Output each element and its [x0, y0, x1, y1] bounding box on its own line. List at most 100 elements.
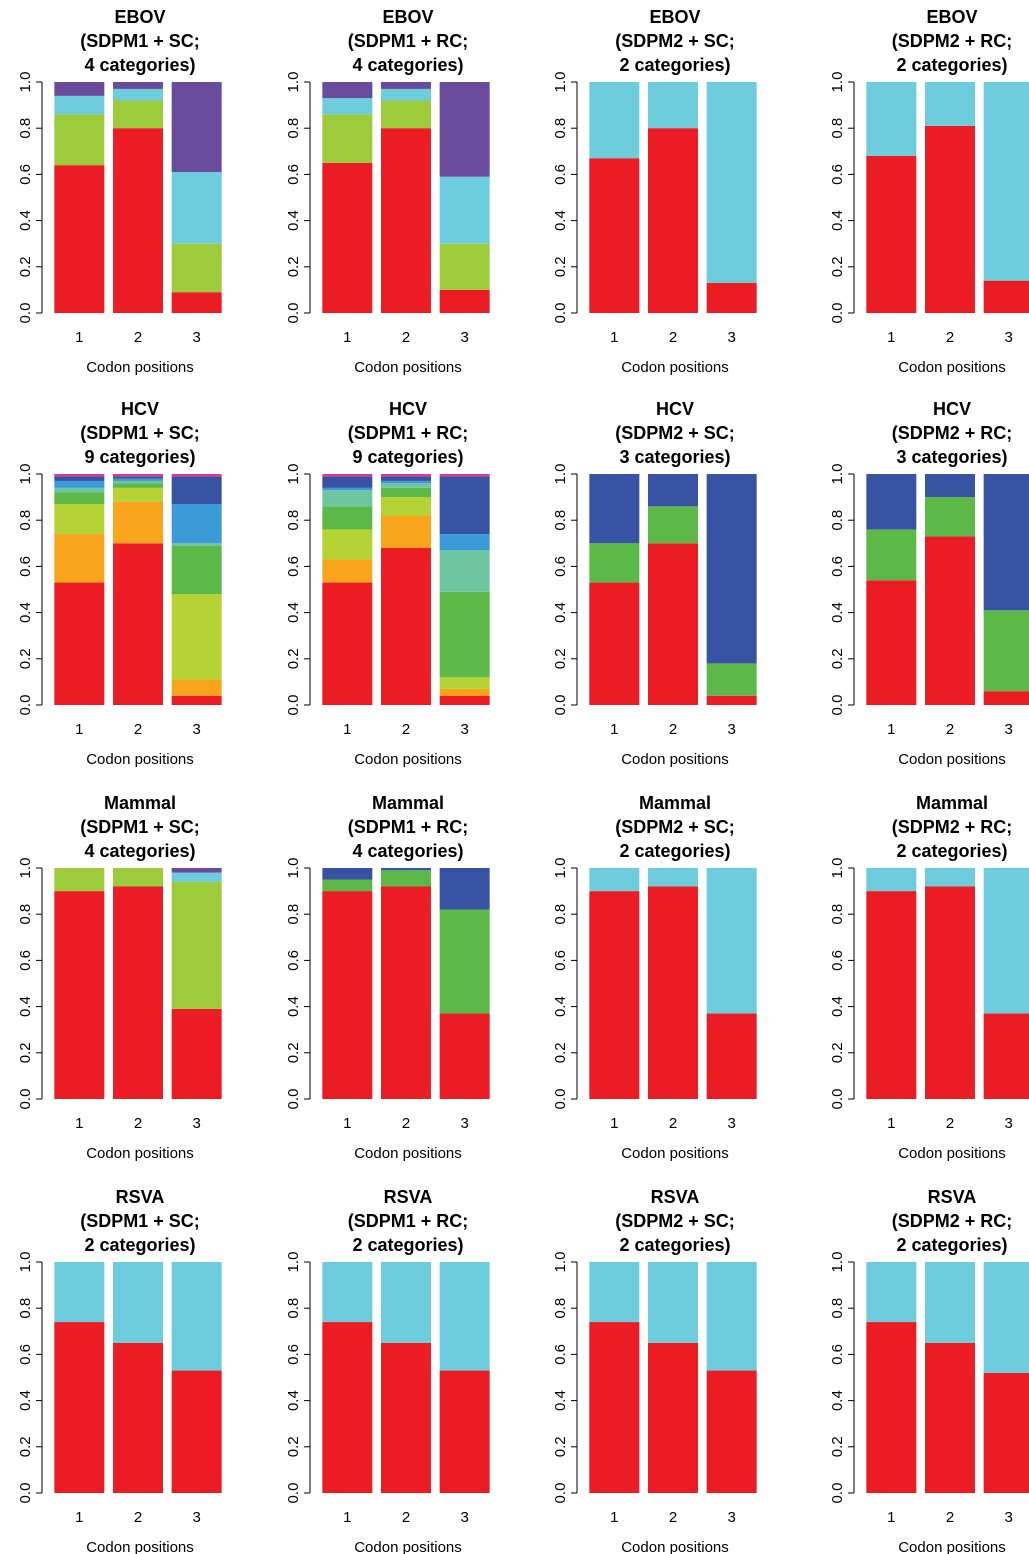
- y-tick-label: 0.2: [285, 256, 302, 277]
- x-tick-label: 3: [727, 1509, 735, 1526]
- bar-segment: [381, 1342, 431, 1493]
- bar-segment: [322, 82, 373, 99]
- bar-segment: [54, 165, 105, 313]
- bar-segment: [439, 474, 490, 477]
- y-tick-label: 0.6: [829, 164, 846, 185]
- bar-segment: [925, 497, 975, 537]
- x-tick-label: 2: [134, 721, 142, 738]
- y-tick-label: 0.2: [17, 256, 34, 277]
- chart-title: (SDPM2 + RC;: [892, 1211, 1013, 1231]
- x-tick-label: 1: [75, 329, 83, 346]
- chart-title: 4 categories): [84, 55, 195, 75]
- bar-segment: [322, 582, 373, 705]
- y-tick-label: 0.0: [17, 1483, 34, 1504]
- y-tick-label: 0.8: [285, 1298, 302, 1319]
- bar-segment: [54, 487, 105, 493]
- panel: RSVA (SDPM2 + RC; 2 categories) 0.0 0.2 0.4 0.…: [829, 1187, 1029, 1554]
- panel: RSVA (SDPM1 + RC; 2 categories) 0.0 0.2 0.4 0.…: [285, 1187, 490, 1554]
- bar-segment: [866, 580, 917, 705]
- bar-segment: [589, 868, 640, 892]
- y-tick-label: 0.8: [829, 510, 846, 531]
- y-tick-label: 0.2: [285, 1042, 302, 1063]
- bar-segment: [113, 886, 163, 1099]
- bar-segment: [706, 1013, 757, 1099]
- x-tick-label: 3: [727, 1115, 735, 1132]
- bar-segment: [113, 82, 163, 89]
- x-tick-label: 1: [610, 1509, 618, 1526]
- chart-title: 9 categories): [84, 447, 195, 467]
- y-tick-label: 0.8: [552, 1298, 569, 1319]
- y-tick-label: 0.2: [17, 1436, 34, 1457]
- bar-segment: [925, 82, 975, 126]
- x-tick-label: 2: [402, 1509, 410, 1526]
- x-tick-label: 2: [946, 1115, 954, 1132]
- x-tick-label: 3: [192, 1509, 200, 1526]
- y-tick-label: 0.8: [829, 1298, 846, 1319]
- chart-title: EBOV: [382, 7, 433, 27]
- y-tick-label: 0.8: [17, 904, 34, 925]
- bar-segment: [648, 128, 698, 313]
- bar-segment: [866, 1262, 917, 1323]
- bar-segment: [706, 868, 757, 1014]
- y-tick-label: 1.0: [552, 1252, 569, 1273]
- panel: HCV (SDPM2 + RC; 3 categories) 0.0 0.2 0.4 0.6…: [829, 399, 1029, 768]
- y-tick-label: 0.2: [17, 1042, 34, 1063]
- chart-title: (SDPM2 + RC;: [892, 817, 1013, 837]
- y-tick-label: 1.0: [285, 858, 302, 879]
- chart-title: 2 categories): [619, 1235, 730, 1255]
- x-tick-label: 2: [402, 721, 410, 738]
- bar-segment: [113, 474, 163, 477]
- bar-segment: [439, 1370, 490, 1493]
- x-tick-label: 3: [460, 329, 468, 346]
- bar-segment: [171, 1008, 222, 1099]
- bar-segment: [54, 868, 105, 892]
- panel: RSVA (SDPM1 + SC; 2 categories) 0.0 0.2 0.4 0.…: [17, 1187, 222, 1554]
- y-tick-label: 0.4: [285, 602, 302, 623]
- panel: EBOV (SDPM2 + RC; 2 categories) 0.0 0.2 0.4 0.…: [829, 7, 1029, 376]
- y-tick-label: 0.2: [17, 648, 34, 669]
- y-tick-label: 0.6: [17, 950, 34, 971]
- bar-segment: [322, 868, 373, 880]
- x-axis-label: Codon positions: [86, 1539, 194, 1554]
- x-tick-label: 3: [192, 329, 200, 346]
- bar-segment: [381, 547, 431, 705]
- y-tick-label: 0.2: [552, 256, 569, 277]
- bar-segment: [171, 594, 222, 680]
- x-tick-label: 2: [134, 1115, 142, 1132]
- y-tick-label: 1.0: [552, 464, 569, 485]
- x-tick-label: 1: [887, 329, 895, 346]
- bar-segment: [589, 82, 640, 159]
- bar-segment: [171, 695, 222, 705]
- bar-segment: [983, 1372, 1029, 1493]
- x-tick-label: 2: [402, 1115, 410, 1132]
- bar-segment: [171, 545, 222, 595]
- bar-segment: [322, 891, 373, 1099]
- bar-segment: [322, 1322, 373, 1493]
- chart-title: (SDPM2 + SC;: [615, 817, 735, 837]
- x-tick-label: 2: [669, 1509, 677, 1526]
- y-tick-label: 0.2: [829, 1436, 846, 1457]
- x-tick-label: 1: [343, 721, 351, 738]
- bar-segment: [54, 582, 105, 705]
- chart-title: (SDPM1 + SC;: [80, 817, 200, 837]
- bar-segment: [171, 543, 222, 546]
- y-tick-label: 0.2: [552, 1042, 569, 1063]
- y-tick-label: 0.0: [552, 1089, 569, 1110]
- x-tick-label: 3: [192, 1115, 200, 1132]
- chart-title: RSVA: [651, 1187, 700, 1207]
- x-tick-label: 3: [1004, 1115, 1012, 1132]
- x-axis-label: Codon positions: [354, 1145, 462, 1162]
- bar-segment: [589, 891, 640, 1099]
- bar-segment: [54, 891, 105, 1099]
- bar-segment: [589, 158, 640, 313]
- bar-segment: [322, 879, 373, 892]
- bar-segment: [113, 478, 163, 481]
- bar-segment: [171, 172, 222, 244]
- chart-title: (SDPM1 + SC;: [80, 31, 200, 51]
- x-tick-label: 1: [75, 1115, 83, 1132]
- bar-segment: [983, 610, 1029, 692]
- x-tick-label: 1: [343, 1509, 351, 1526]
- chart-title: 2 categories): [896, 55, 1007, 75]
- y-tick-label: 0.0: [285, 303, 302, 324]
